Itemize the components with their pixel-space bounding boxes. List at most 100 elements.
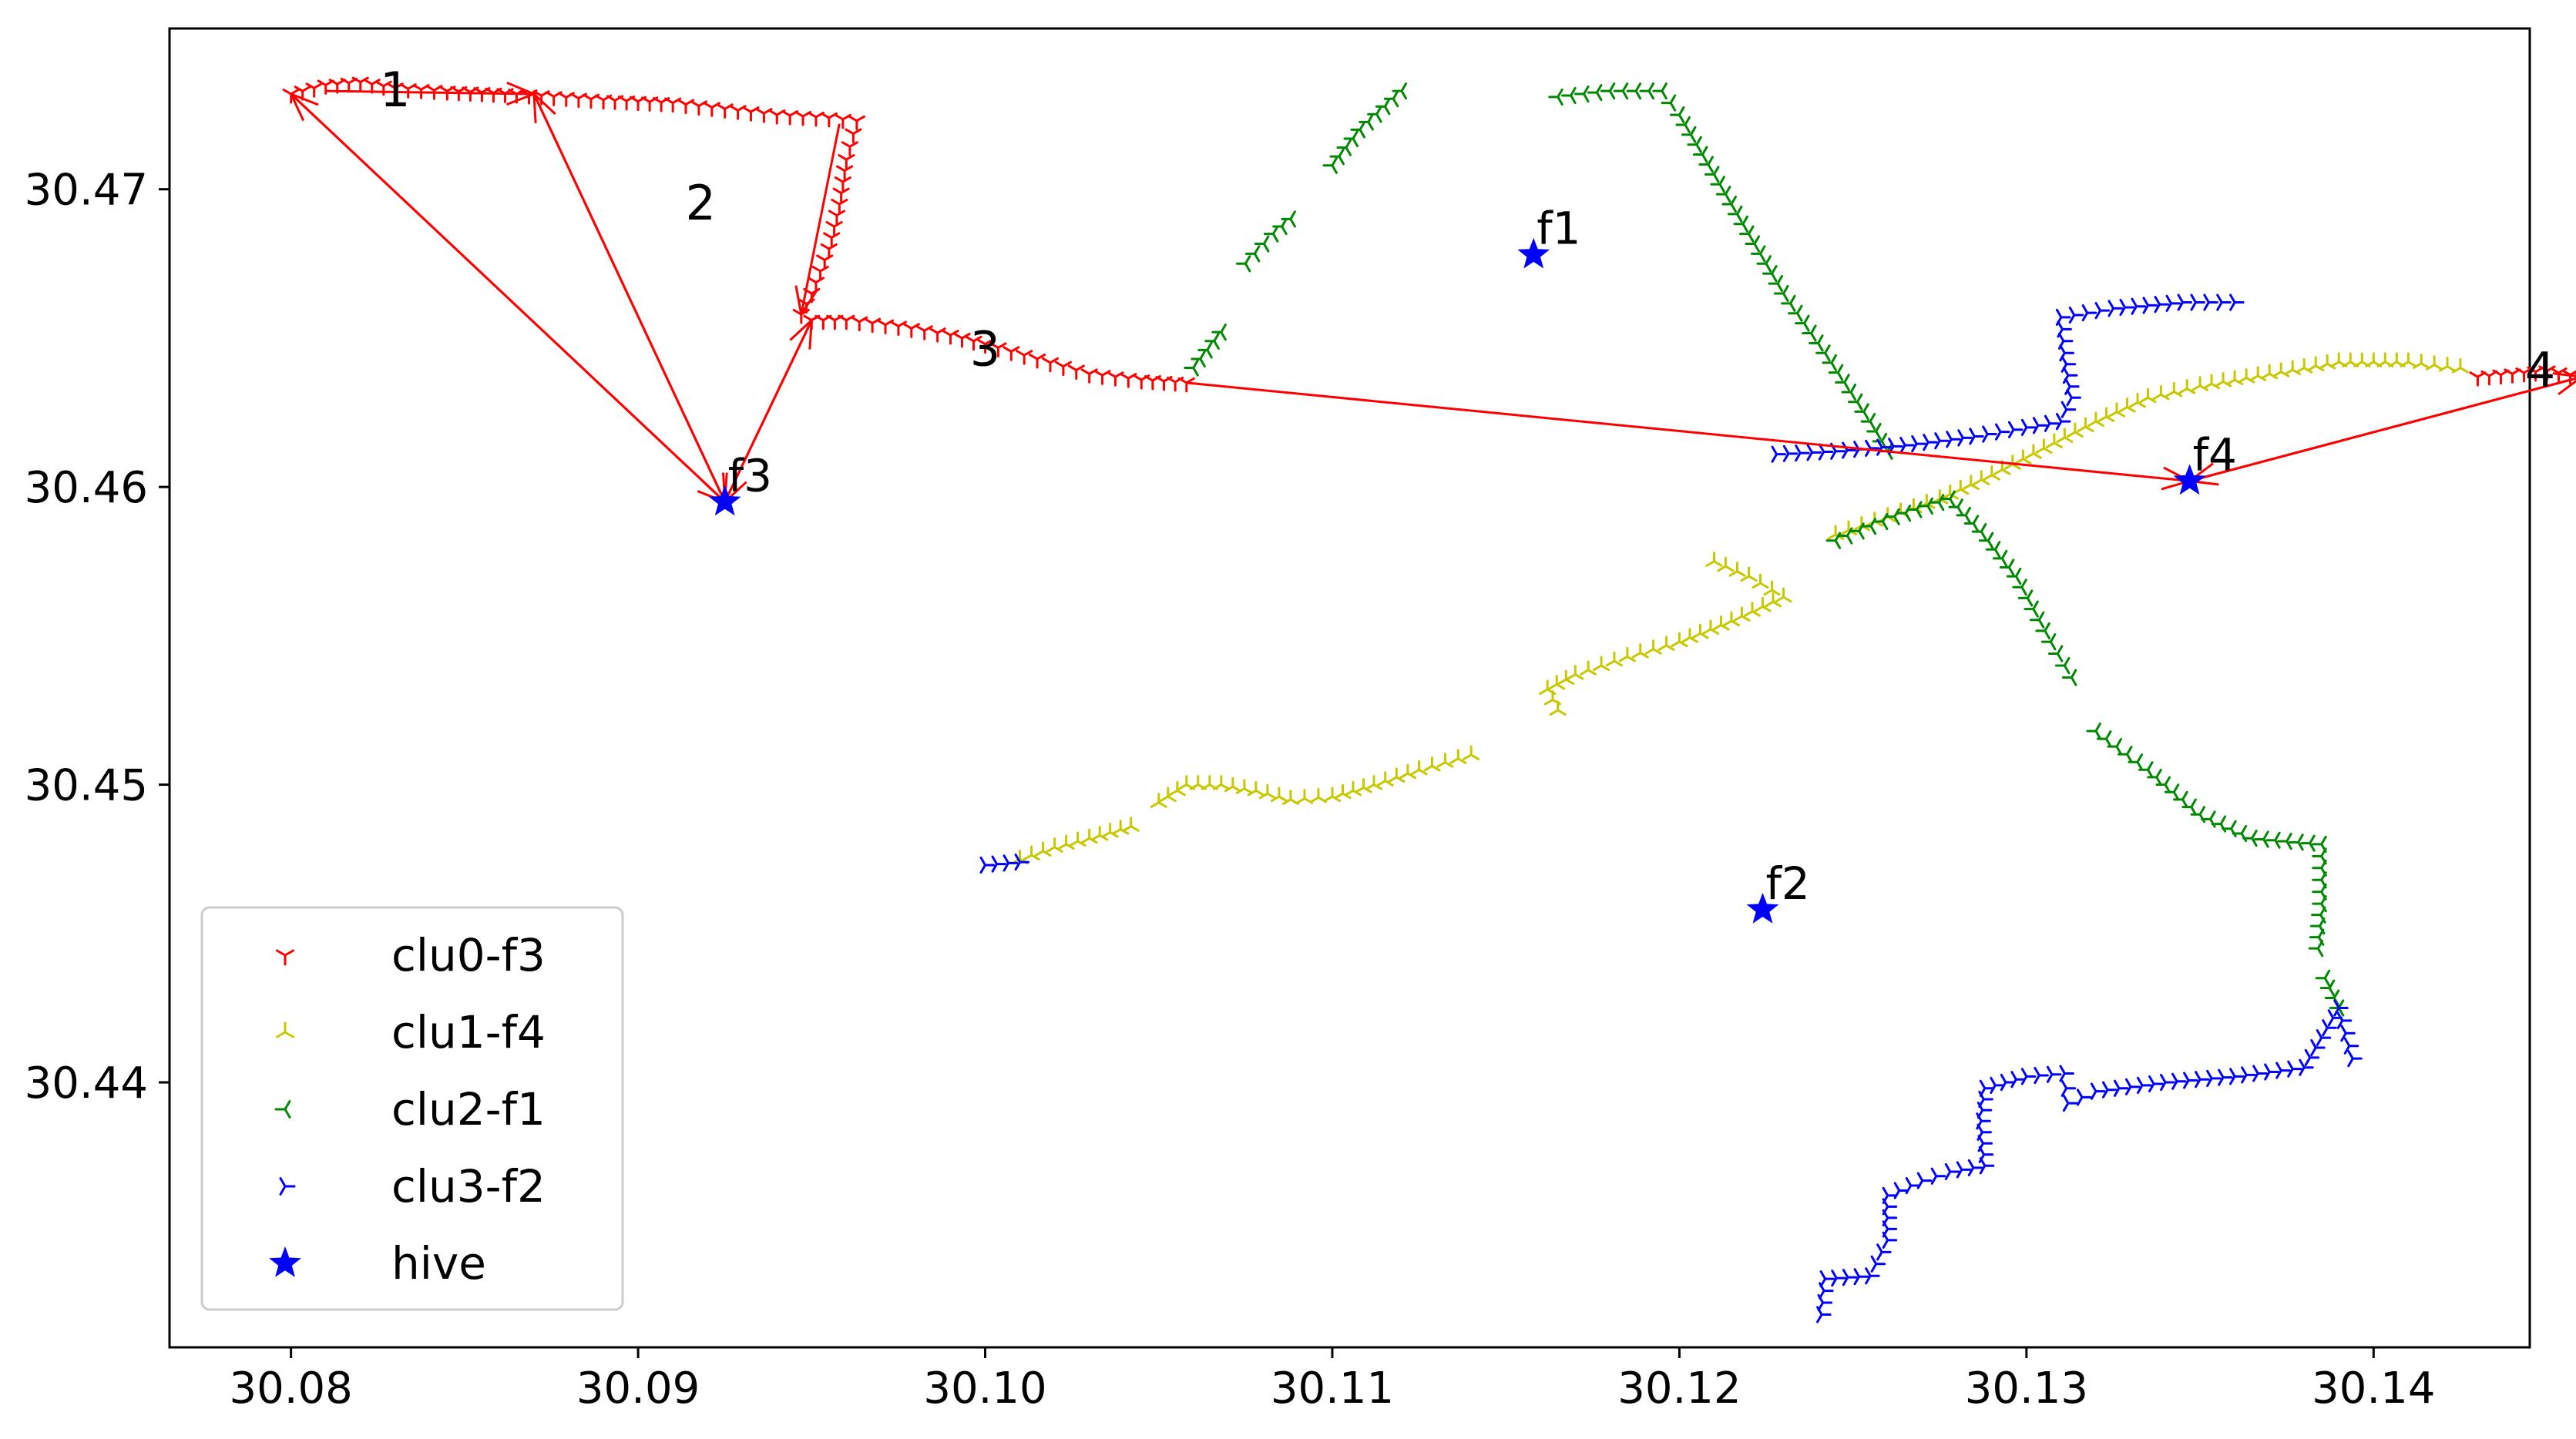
clu2-f1-point xyxy=(2006,568,2022,585)
clu1-f4-point xyxy=(1423,756,1441,772)
clu1-f4-point xyxy=(1376,771,1394,787)
clu2-f1-point xyxy=(1263,225,1279,243)
clu2-f1-point xyxy=(1745,235,1761,253)
x-tick-label: 30.12 xyxy=(1617,1364,1741,1414)
clu0-f3-point xyxy=(834,176,851,192)
clu3-f2-point xyxy=(2264,1063,2279,1081)
clu3-f2-point xyxy=(2316,1029,2332,1047)
clu0-f3-point xyxy=(831,199,848,214)
clu2-f1-point xyxy=(1669,106,1685,124)
clu3-f2-point xyxy=(2333,999,2349,1017)
clu2-f1-point xyxy=(1281,210,1296,228)
clu3-f2-point xyxy=(1923,434,1938,451)
clu1-f4-point xyxy=(1775,587,1792,603)
clu3-f2-point xyxy=(2241,1066,2256,1084)
clu2-f1-point xyxy=(2173,790,2188,808)
clu1-f4-point xyxy=(2118,397,2136,413)
clu2-f1-point xyxy=(1861,518,1877,535)
clu2-f1-point xyxy=(1235,255,1251,273)
clu1-f4-point xyxy=(2056,428,2074,443)
clu2-f1-point xyxy=(1548,88,1563,106)
clu2-f1-point xyxy=(1854,403,1869,421)
clu0-f3-point xyxy=(825,220,843,236)
clu1-f4-point xyxy=(2087,411,2105,428)
x-tick-label: 30.11 xyxy=(1271,1364,1394,1414)
clu2-f1-point xyxy=(1197,341,1213,359)
hive-label-f4: f4 xyxy=(2193,428,2237,481)
clu1-f4-point xyxy=(1631,643,1649,659)
route-arrow xyxy=(325,82,538,106)
clu2-f1-point xyxy=(1652,82,1668,100)
clu3-f2-point xyxy=(2216,294,2232,311)
clu1-f4-point xyxy=(1122,817,1140,832)
clu1-f4-point xyxy=(1740,566,1758,582)
route-arrow xyxy=(794,123,841,317)
hive-layer: f1 f2 f3 f4 xyxy=(708,203,2237,924)
clu1-f4-point xyxy=(1657,636,1675,651)
clu3-f2-point xyxy=(2044,414,2060,432)
clu3-f2-point xyxy=(2124,1078,2141,1095)
clu1-f4-point xyxy=(1388,767,1406,783)
clu2-f1-point xyxy=(2040,633,2057,651)
clu2-f1-point xyxy=(2147,768,2162,787)
clu3-f2-point xyxy=(2343,1037,2359,1055)
clu2-f1-point xyxy=(1715,186,1731,203)
clu0-f3-point xyxy=(902,323,920,338)
clu3-f2-point xyxy=(2299,1058,2314,1076)
clu2-f1-point xyxy=(2047,645,2064,662)
clu1-f4-point xyxy=(1717,556,1735,572)
clu2-f1-point xyxy=(1828,364,1844,381)
clu1-f4-point xyxy=(1983,465,2000,481)
clu0-f3-point xyxy=(915,325,933,340)
clu0-f3-point xyxy=(836,165,854,181)
clu2-f1-point xyxy=(1963,515,1980,532)
clu3-f2-point xyxy=(1995,423,2010,441)
clu3-f2-point xyxy=(1816,1306,1832,1323)
clu1-f4-point xyxy=(1150,793,1167,808)
clu2-f1-point xyxy=(1781,294,1796,312)
clu3-f2-point xyxy=(1899,436,1915,455)
clu3-f2-point xyxy=(2142,297,2158,314)
clu1-f4-point xyxy=(1701,619,1720,635)
clu1-f4-point xyxy=(1722,611,1741,627)
clu3-f2-point xyxy=(1982,425,1997,443)
clu3-f2-point xyxy=(2131,297,2146,315)
clu1-f4-point xyxy=(1644,639,1662,655)
clu1-f4-point xyxy=(1235,779,1253,794)
clu2-f1-point xyxy=(1272,217,1288,236)
clu3-f2-point xyxy=(1944,1162,1960,1181)
clu2-f1-point xyxy=(2054,656,2071,675)
clu0-f3-point xyxy=(1003,346,1020,361)
clu1-f4-point xyxy=(2128,392,2147,408)
clu3-f2-point xyxy=(1905,1176,1921,1195)
clu2-f1-point xyxy=(1825,532,1842,549)
clu3-f2-point xyxy=(1934,432,1950,450)
clu3-f2-point xyxy=(2062,1095,2078,1112)
clu2-f1-point xyxy=(1762,265,1778,283)
annotation-label: 1 xyxy=(380,62,410,118)
clu1-f4-point xyxy=(2045,433,2063,448)
clu3-f2-point xyxy=(2304,1048,2320,1066)
clu3-f2-point xyxy=(1853,1268,1869,1286)
clu3-f2-point xyxy=(1014,854,1030,871)
x-tick-label: 30.08 xyxy=(229,1364,352,1414)
clu1-f4-point xyxy=(2438,357,2457,372)
clu3-f2-point xyxy=(1916,1172,1933,1189)
clu3-f2-point xyxy=(1003,854,1019,872)
clu1-f4-point xyxy=(2165,381,2183,397)
clu2-f1-point xyxy=(2155,776,2171,793)
clu1-f4-point xyxy=(1449,749,1467,764)
clu2-f1-point xyxy=(1948,498,1963,516)
clu1-f4-point xyxy=(2024,444,2042,459)
hive-label-f2: f2 xyxy=(1766,857,1810,910)
clu3-f2-point xyxy=(1956,1161,1972,1179)
clu3-f2-point xyxy=(1865,1267,1880,1285)
clu3-f2-point xyxy=(2101,1081,2118,1099)
clu3-f2-point xyxy=(2059,1065,2074,1082)
clu3-f2-point xyxy=(2094,302,2111,320)
clu1-f4-point xyxy=(1023,845,1040,861)
clu0-f3-point xyxy=(838,154,855,169)
clu3-f2-point xyxy=(2007,421,2024,438)
clu3-f2-point xyxy=(2020,418,2037,436)
clu2-f1-point xyxy=(1751,245,1766,263)
